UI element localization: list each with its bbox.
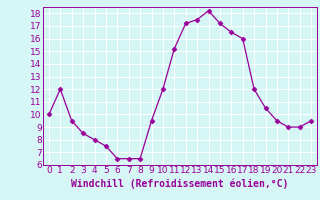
X-axis label: Windchill (Refroidissement éolien,°C): Windchill (Refroidissement éolien,°C) [71,178,289,189]
